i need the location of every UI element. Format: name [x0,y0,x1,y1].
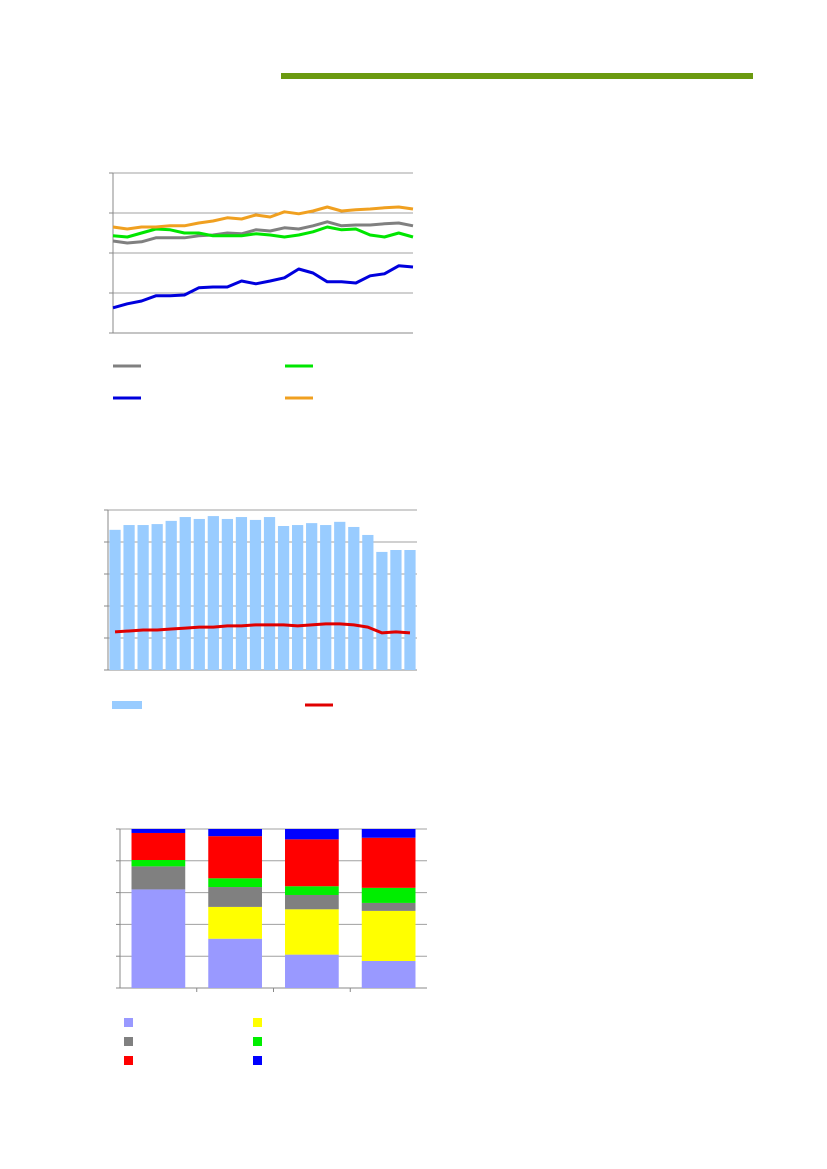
bar-segment [285,839,339,887]
bar-segment [208,938,262,988]
legend-swatch [112,701,142,709]
bar-segment [131,860,186,867]
bar [151,524,163,670]
bar-segment [208,829,262,837]
bar-segment [285,909,339,955]
bar [362,534,374,670]
bar-segment [131,832,186,861]
bar [404,550,416,670]
bar [320,525,332,670]
legend-swatch [253,1018,262,1027]
legend-swatch [253,1037,262,1046]
bar-segment [131,829,186,833]
bar-segment [285,886,339,895]
bar [249,519,262,670]
header-rule [281,73,753,79]
bar-segment [361,902,416,911]
bar [207,516,219,670]
bar-segment [361,837,416,888]
bar [277,526,290,670]
legend-swatch [253,1056,262,1065]
legend-swatch [124,1037,133,1046]
series-line [112,264,414,310]
bar [235,517,248,670]
bar-segment [208,887,262,907]
bar [348,526,360,670]
bar [109,529,121,670]
bar [291,525,304,670]
bar-segment [361,887,416,903]
bar-segment [361,960,416,988]
bar-segment [361,829,416,838]
legend-swatch [124,1056,133,1065]
legend-swatch [124,1018,133,1027]
bar [376,551,388,670]
bar-segment [208,878,262,888]
bar-segment [208,906,262,939]
bar [165,520,177,670]
bar [193,518,205,670]
bar-segment [285,829,339,840]
bar [137,525,149,670]
bar [306,523,318,670]
bar [263,517,276,670]
series-line [112,225,414,239]
series-line [112,205,414,231]
bar-segment [285,894,339,910]
bar-segment [131,889,186,988]
bar [390,550,402,670]
bar [334,521,346,670]
bar [123,525,135,670]
bar-segment [131,866,186,890]
bar [221,518,234,670]
bar [179,517,191,670]
bar-segment [361,910,416,961]
bar-segment [285,954,339,988]
series-line [112,220,414,245]
series-line [114,622,411,635]
bar-segment [208,836,262,879]
